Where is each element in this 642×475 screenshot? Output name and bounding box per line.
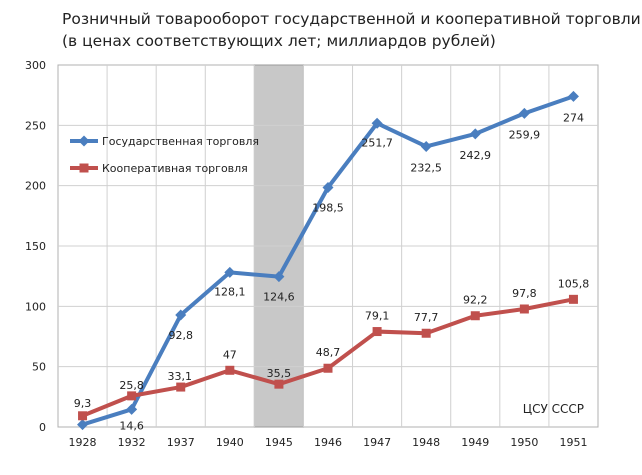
data-point-marker (127, 391, 137, 401)
legend-label: Кооперативная торговля (102, 162, 248, 175)
data-point-marker (175, 309, 187, 321)
data-point-marker (371, 117, 383, 129)
chart-title-block: Розничный товарооборот государственной и… (62, 8, 641, 52)
data-label: 79,1 (365, 310, 390, 323)
y-tick-label: 50 (32, 361, 46, 374)
data-label: 274 (563, 111, 584, 124)
data-point-marker (78, 411, 88, 421)
data-point-marker (420, 140, 432, 152)
data-point-marker (323, 363, 333, 373)
data-point-marker (225, 365, 235, 375)
x-tick-label: 1937 (167, 436, 195, 449)
data-label: 14,6 (119, 419, 144, 432)
data-label: 48,7 (316, 346, 341, 359)
y-tick-label: 0 (39, 421, 46, 434)
data-label: 25,8 (119, 379, 144, 392)
y-tick-label: 300 (25, 59, 46, 72)
data-point-marker (469, 128, 481, 140)
x-tick-label: 1932 (118, 436, 146, 449)
data-label: 259,9 (509, 128, 541, 141)
x-tick-label: 1951 (559, 436, 587, 449)
data-label: 9,3 (74, 397, 92, 410)
x-tick-label: 1928 (69, 436, 97, 449)
data-label: 77,7 (414, 311, 439, 324)
data-point-marker (470, 311, 480, 321)
y-tick-label: 150 (25, 240, 46, 253)
data-label: 251,7 (361, 136, 393, 149)
y-tick-label: 250 (25, 119, 46, 132)
legend-label: Государственная торговля (102, 135, 259, 148)
legend-marker (79, 163, 89, 173)
data-point-marker (567, 90, 579, 102)
data-point-marker (126, 403, 138, 415)
data-label: 33,1 (167, 370, 192, 383)
source-note: ЦСУ СССР (523, 402, 584, 416)
data-point-marker (568, 294, 578, 304)
data-label: 124,6 (263, 291, 295, 304)
x-tick-label: 1940 (216, 436, 244, 449)
data-label: 92,2 (463, 294, 488, 307)
x-tick-label: 1947 (363, 436, 391, 449)
data-label: 198,5 (312, 201, 344, 214)
data-point-marker (77, 419, 89, 431)
chart-subtitle: (в ценах соответствующих лет; миллиардов… (62, 32, 496, 50)
data-label: 35,5 (267, 367, 292, 380)
data-label: 47 (223, 348, 237, 361)
chart-title: Розничный товарооборот государственной и… (62, 10, 641, 28)
y-tick-label: 100 (25, 300, 46, 313)
data-label: 232,5 (410, 161, 442, 174)
x-tick-label: 1949 (461, 436, 489, 449)
data-label: 97,8 (512, 287, 537, 300)
x-tick-label: 1945 (265, 436, 293, 449)
data-point-marker (224, 266, 236, 278)
data-point-marker (421, 328, 431, 338)
x-tick-label: 1950 (510, 436, 538, 449)
data-label: 128,1 (214, 285, 246, 298)
x-tick-label: 1948 (412, 436, 440, 449)
data-point-marker (274, 379, 284, 389)
data-point-marker (273, 271, 285, 283)
y-tick-label: 200 (25, 180, 46, 193)
data-point-marker (372, 327, 382, 337)
data-point-marker (519, 304, 529, 314)
data-label: 242,9 (460, 149, 492, 162)
data-label: 105,8 (558, 277, 590, 290)
data-point-marker (176, 382, 186, 392)
data-point-marker (322, 181, 334, 193)
legend-marker (78, 135, 90, 147)
x-tick-label: 1946 (314, 436, 342, 449)
data-point-marker (518, 107, 530, 119)
data-label: 92,8 (168, 329, 193, 342)
